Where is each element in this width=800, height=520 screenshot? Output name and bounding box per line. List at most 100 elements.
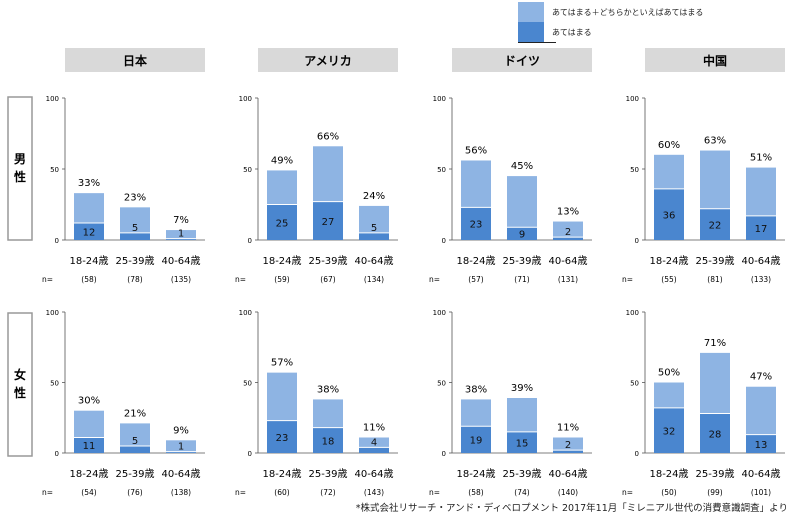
- data-label-total: 21%: [124, 408, 146, 419]
- n-prefix: n=: [235, 275, 246, 284]
- sample-size-label: (78): [127, 275, 142, 284]
- bar-core: [507, 431, 537, 453]
- country-header-bg-0: [65, 48, 205, 72]
- y-tick-label: 50: [437, 380, 446, 388]
- data-label-total: 11%: [557, 422, 579, 433]
- x-tick-label: 25-39歳: [115, 255, 154, 267]
- data-label-total: 50%: [658, 368, 680, 379]
- bar-total: [166, 440, 196, 453]
- sample-size-label: (101): [751, 488, 771, 497]
- y-tick-label: 100: [626, 309, 639, 317]
- sample-size-label: (55): [661, 275, 676, 284]
- bar-core: [700, 208, 730, 240]
- data-label-core: 18: [322, 436, 335, 447]
- bar-core: [553, 450, 583, 453]
- sample-size-label: (58): [468, 488, 483, 497]
- legend-item-core: あてはまる: [518, 22, 798, 42]
- data-label-core: 19: [470, 436, 483, 447]
- legend-item-total: あてはまる＋どちらかといえばあてはまる: [518, 2, 798, 22]
- n-prefix: n=: [42, 275, 53, 284]
- legend: あてはまる＋どちらかといえばあてはまる あてはまる: [518, 2, 798, 44]
- data-label-total: 63%: [704, 136, 726, 147]
- data-label-total: 7%: [173, 215, 189, 226]
- y-tick-label: 100: [46, 309, 59, 317]
- sample-size-label: (72): [320, 488, 335, 497]
- data-label-total: 11%: [363, 422, 385, 433]
- n-prefix: n=: [622, 275, 633, 284]
- bar-core: [267, 204, 297, 240]
- bar-core: [553, 237, 583, 240]
- sample-size-label: (81): [707, 275, 722, 284]
- data-label-core: 2: [565, 227, 571, 238]
- data-label-total: 30%: [78, 396, 100, 407]
- data-label-core: 15: [516, 438, 529, 449]
- sample-size-label: (131): [558, 275, 578, 284]
- x-tick-label: 18-24歳: [649, 255, 688, 267]
- sample-size-label: (140): [558, 488, 578, 497]
- bar-total: [553, 437, 583, 453]
- y-tick-label: 100: [239, 95, 252, 103]
- y-tick-label: 0: [442, 450, 446, 458]
- x-tick-label: 40-64歳: [354, 468, 393, 480]
- legend-swatch-core: [518, 22, 544, 42]
- x-tick-label: 25-39歳: [308, 468, 347, 480]
- sample-size-label: (59): [274, 275, 289, 284]
- x-tick-label: 18-24歳: [69, 468, 108, 480]
- x-tick-label: 40-64歳: [741, 255, 780, 267]
- data-label-core: 17: [755, 224, 768, 235]
- data-label-total: 45%: [511, 161, 533, 172]
- x-tick-label: 40-64歳: [548, 468, 587, 480]
- data-label-total: 39%: [511, 383, 533, 394]
- sample-size-label: (99): [707, 488, 722, 497]
- bar-core: [120, 445, 150, 453]
- y-tick-label: 100: [46, 95, 59, 103]
- x-tick-label: 18-24歳: [262, 255, 301, 267]
- y-tick-label: 50: [50, 166, 59, 174]
- y-tick-label: 0: [248, 450, 252, 458]
- y-tick-label: 0: [248, 237, 252, 245]
- data-label-core: 1: [178, 442, 184, 453]
- data-label-core: 25: [276, 218, 289, 229]
- bar-total: [166, 230, 196, 240]
- country-header-bg-1: [258, 48, 398, 72]
- bar-core: [74, 222, 104, 240]
- x-tick-label: 25-39歳: [695, 255, 734, 267]
- data-label-core: 27: [322, 217, 335, 228]
- data-label-total: 57%: [271, 358, 293, 369]
- y-tick-label: 0: [55, 237, 59, 245]
- country-header-bg-2: [452, 48, 592, 72]
- bar-core: [461, 207, 491, 240]
- bar-core: [313, 201, 343, 240]
- x-tick-label: 25-39歳: [502, 255, 541, 267]
- bar-core: [461, 426, 491, 453]
- x-tick-label: 25-39歳: [115, 468, 154, 480]
- sample-size-label: (138): [171, 488, 191, 497]
- x-tick-label: 40-64歳: [161, 255, 200, 267]
- gender-label-1-1: 性: [13, 385, 26, 400]
- bar-core: [654, 188, 684, 240]
- data-label-total: 60%: [658, 140, 680, 151]
- bar-core: [359, 232, 389, 240]
- bar-total: [553, 221, 583, 240]
- x-tick-label: 25-39歳: [695, 468, 734, 480]
- sample-size-label: (58): [81, 275, 96, 284]
- data-label-core: 5: [132, 223, 138, 234]
- bar-core: [654, 407, 684, 453]
- data-label-core: 5: [132, 436, 138, 447]
- data-label-total: 47%: [750, 372, 772, 383]
- legend-swatch-total: [518, 2, 544, 22]
- data-label-total: 71%: [704, 338, 726, 349]
- x-tick-label: 25-39歳: [308, 255, 347, 267]
- data-label-total: 33%: [78, 178, 100, 189]
- sample-size-label: (74): [514, 488, 529, 497]
- y-tick-label: 0: [635, 237, 639, 245]
- bar-core: [74, 437, 104, 453]
- data-label-total: 38%: [465, 384, 487, 395]
- data-label-core: 28: [709, 429, 722, 440]
- y-tick-label: 50: [243, 380, 252, 388]
- bar-core: [359, 447, 389, 453]
- x-tick-label: 18-24歳: [456, 255, 495, 267]
- data-label-total: 51%: [750, 153, 772, 164]
- data-label-core: 1: [178, 229, 184, 240]
